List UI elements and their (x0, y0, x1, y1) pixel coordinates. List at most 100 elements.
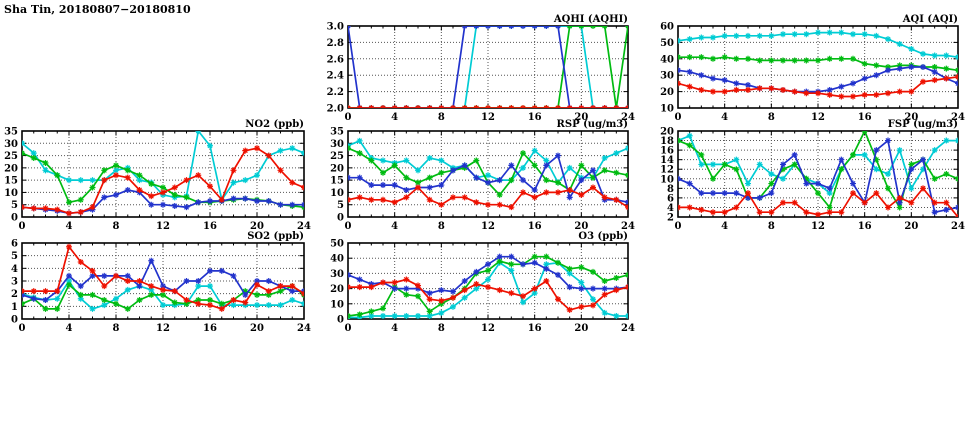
so2-station-red-markers (22, 243, 304, 312)
svg-text:8: 8 (768, 221, 775, 232)
svg-text:8: 8 (113, 221, 120, 232)
svg-text:4: 4 (66, 323, 73, 334)
svg-text:2.4: 2.4 (327, 71, 344, 82)
svg-text:16: 16 (528, 112, 542, 123)
chart-rsp: RSP (ug/m3) 0 4 8 12 16 20 24 0 5 10 15 20 25 30 35 (324, 118, 642, 234)
svg-text:12: 12 (811, 112, 825, 123)
svg-text:8: 8 (438, 112, 445, 123)
svg-text:2: 2 (667, 213, 674, 224)
svg-text:24: 24 (621, 112, 635, 123)
svg-text:20: 20 (904, 112, 918, 123)
svg-text:10: 10 (4, 188, 18, 199)
chart-aqi-title: AQI (AQI) (902, 14, 958, 25)
svg-text:12: 12 (156, 221, 170, 232)
svg-text:4: 4 (721, 221, 728, 232)
svg-text:24: 24 (951, 112, 965, 123)
svg-text:16: 16 (203, 323, 217, 334)
svg-text:8: 8 (438, 323, 445, 334)
svg-text:40: 40 (330, 254, 344, 265)
svg-text:12: 12 (156, 323, 170, 334)
svg-text:4: 4 (391, 112, 398, 123)
svg-text:4: 4 (667, 203, 674, 214)
chart-fsp-title: FSP (ug/m3) (887, 119, 958, 130)
svg-text:4: 4 (391, 221, 398, 232)
chart-aqi: AQI (AQI) 0 4 8 12 16 20 24 10 20 30 40 50 60 (654, 13, 972, 125)
svg-text:18: 18 (660, 136, 674, 147)
aqi-station-red-markers (678, 73, 958, 100)
svg-text:6: 6 (11, 239, 18, 250)
chart-aqhi-title: AQHI (AQHI) (553, 14, 628, 25)
svg-text:0: 0 (345, 112, 352, 123)
svg-text:0: 0 (11, 213, 18, 224)
svg-text:30: 30 (330, 139, 344, 150)
svg-text:12: 12 (481, 221, 495, 232)
svg-text:4: 4 (11, 264, 18, 275)
svg-text:4: 4 (391, 323, 398, 334)
svg-text:10: 10 (330, 188, 344, 199)
svg-text:3: 3 (11, 277, 18, 288)
chart-o3: O3 (ppb) 0 4 8 12 16 20 24 0 10 20 30 40 50 (324, 230, 642, 336)
svg-text:2: 2 (11, 289, 18, 300)
svg-text:0: 0 (11, 315, 18, 326)
svg-text:1: 1 (11, 302, 18, 313)
svg-text:50: 50 (660, 38, 674, 49)
svg-text:2.2: 2.2 (327, 87, 344, 98)
svg-text:4: 4 (66, 221, 73, 232)
chart-aqhi: AQHI (AQHI) 0 4 8 12 16 20 24 2.0 2.2 2.4 2.6 2.8 3.… (324, 13, 642, 125)
fsp-station-green-markers (678, 131, 958, 211)
aqhi-plot: 0 4 8 12 16 20 24 2.0 2.2 2.4 2.6 2.8 3.0 (327, 22, 635, 124)
chart-so2: SO2 (ppb) 0 4 8 12 16 20 24 0 1 2 3 4 5 6 (0, 230, 318, 336)
svg-text:2.6: 2.6 (327, 54, 344, 65)
chart-so2-title: SO2 (ppb) (247, 231, 304, 242)
svg-text:12: 12 (481, 112, 495, 123)
svg-text:2.8: 2.8 (327, 38, 344, 49)
svg-text:20: 20 (574, 323, 588, 334)
svg-text:5: 5 (11, 251, 18, 262)
svg-text:10: 10 (330, 299, 344, 310)
svg-text:16: 16 (858, 112, 872, 123)
page-title: Sha Tin, 20180807−20180810 (4, 3, 191, 16)
svg-text:20: 20 (250, 221, 264, 232)
svg-text:20: 20 (250, 323, 264, 334)
svg-text:10: 10 (660, 104, 674, 115)
o3-station-red-markers (348, 276, 628, 313)
svg-text:0: 0 (337, 315, 344, 326)
no2-station-red-markers (22, 145, 304, 217)
svg-text:15: 15 (4, 176, 18, 187)
svg-text:20: 20 (574, 112, 588, 123)
svg-text:24: 24 (297, 323, 311, 334)
chart-o3-title: O3 (ppb) (578, 231, 628, 242)
aqhi-station-green-markers (348, 26, 628, 108)
o3-station-blue-markers (348, 253, 628, 297)
svg-text:2.0: 2.0 (327, 104, 344, 115)
svg-text:16: 16 (660, 146, 674, 157)
o3-plot: 0 4 8 12 16 20 24 0 10 20 30 40 50 (330, 239, 635, 335)
svg-text:24: 24 (621, 323, 635, 334)
svg-text:0: 0 (345, 221, 352, 232)
aqhi-station-cyan-markers (348, 26, 628, 108)
svg-text:16: 16 (528, 221, 542, 232)
chart-rsp-title: RSP (ug/m3) (556, 119, 628, 130)
svg-text:8: 8 (438, 221, 445, 232)
so2-station-green-markers (22, 281, 304, 312)
svg-text:20: 20 (660, 127, 674, 138)
svg-text:15: 15 (330, 176, 344, 187)
chart-no2: NO2 (ppb) 0 4 8 12 16 20 24 0 5 10 15 20 25 30 35 (0, 118, 318, 234)
aqi-station-green-markers (678, 54, 958, 74)
rsp-station-red-markers (348, 184, 628, 211)
svg-text:25: 25 (4, 151, 18, 162)
svg-text:35: 35 (4, 127, 18, 138)
svg-text:14: 14 (660, 155, 674, 166)
svg-text:6: 6 (667, 193, 674, 204)
svg-text:5: 5 (11, 200, 18, 211)
svg-text:16: 16 (528, 323, 542, 334)
svg-text:40: 40 (660, 54, 674, 65)
svg-text:0: 0 (345, 323, 352, 334)
svg-text:4: 4 (721, 112, 728, 123)
chart-no2-title: NO2 (ppb) (245, 119, 304, 130)
svg-text:5: 5 (337, 200, 344, 211)
aqi-station-cyan-markers (678, 29, 958, 61)
